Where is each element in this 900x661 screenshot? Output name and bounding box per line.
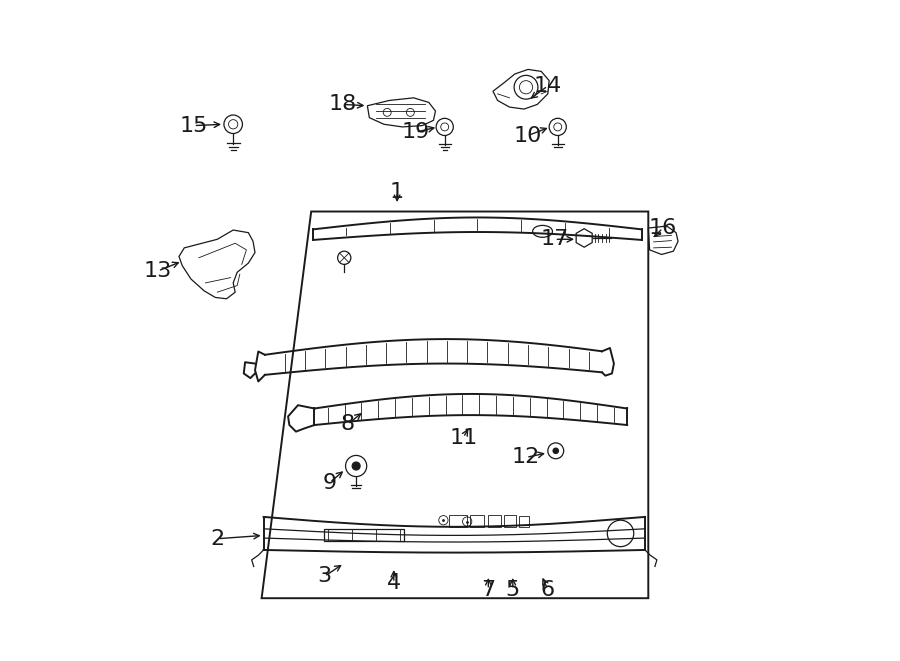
Text: 11: 11 — [449, 428, 477, 447]
Text: 8: 8 — [340, 414, 355, 434]
Text: 13: 13 — [144, 261, 172, 281]
Text: 3: 3 — [318, 566, 331, 586]
Text: 7: 7 — [482, 580, 495, 600]
Bar — [324, 529, 404, 541]
Text: 6: 6 — [541, 580, 555, 600]
Text: 16: 16 — [649, 218, 677, 238]
Text: 2: 2 — [211, 529, 224, 549]
Bar — [518, 516, 528, 527]
Bar — [449, 515, 467, 527]
Text: 15: 15 — [179, 116, 208, 136]
Text: 4: 4 — [387, 573, 400, 593]
Text: 18: 18 — [328, 95, 357, 114]
Text: 1: 1 — [390, 182, 404, 202]
Bar — [470, 515, 484, 527]
Text: 9: 9 — [322, 473, 337, 492]
Text: 14: 14 — [534, 76, 562, 96]
Circle shape — [553, 447, 559, 454]
Text: 10: 10 — [514, 126, 542, 145]
Bar — [504, 515, 516, 527]
Text: 5: 5 — [506, 580, 520, 600]
Circle shape — [352, 462, 360, 470]
Bar — [488, 515, 501, 527]
Text: 12: 12 — [512, 447, 540, 467]
Text: 17: 17 — [540, 229, 569, 249]
Text: 19: 19 — [401, 122, 430, 142]
